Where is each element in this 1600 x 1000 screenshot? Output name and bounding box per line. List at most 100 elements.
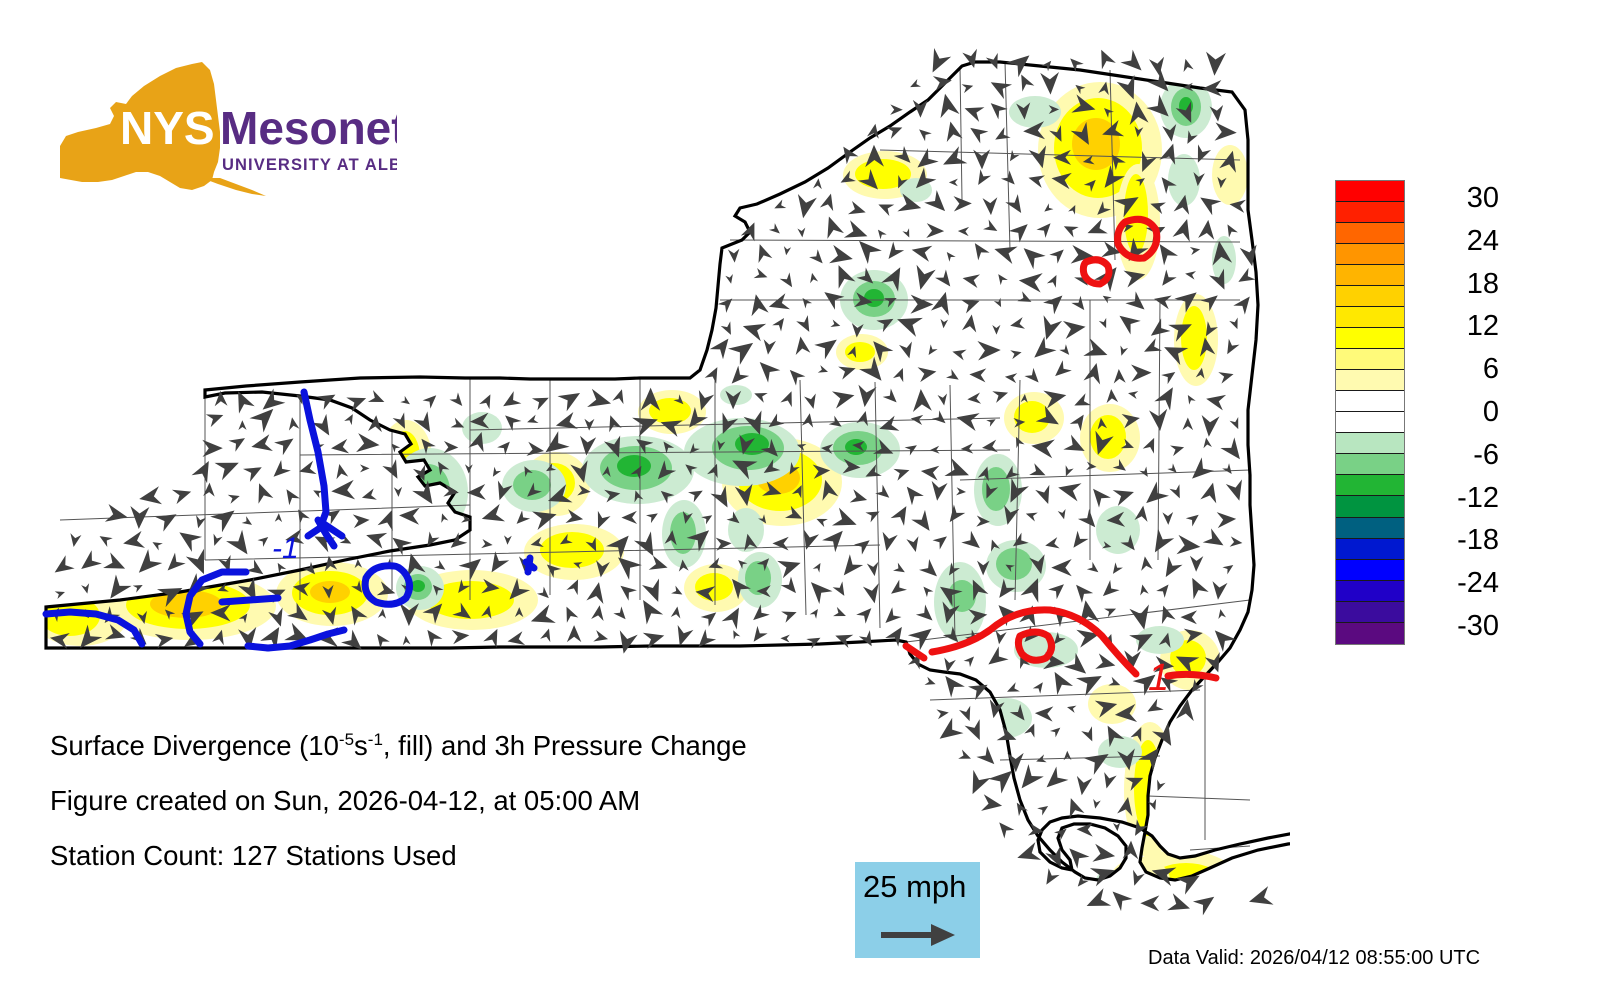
wind-arrow-glyph <box>685 464 698 476</box>
colorbar-tick-0: 0 <box>1482 396 1499 428</box>
wind-arrow-glyph <box>311 413 330 436</box>
wind-arrow-glyph <box>1077 508 1096 528</box>
wind-arrow-glyph <box>1063 652 1087 674</box>
colorbar-tick-12: 12 <box>1466 310 1499 343</box>
wind-arrow-glyph <box>872 439 894 454</box>
caption-title-line: Surface Divergence (10-5s-1, fill) and 3… <box>50 718 930 773</box>
wind-arrow-glyph <box>952 349 967 361</box>
wind-arrow-glyph <box>756 585 771 598</box>
wind-arrow-glyph <box>1055 360 1072 377</box>
wind-arrow-glyph <box>565 509 584 524</box>
wind-arrow-glyph <box>648 555 668 570</box>
wind-arrow-glyph <box>958 749 972 759</box>
wind-arrow-glyph <box>1021 74 1035 92</box>
wind-arrow-glyph <box>1139 466 1148 477</box>
figure-caption: Surface Divergence (10-5s-1, fill) and 3… <box>50 718 930 883</box>
wind-arrow-glyph <box>1005 194 1022 213</box>
wind-arrow-glyph <box>138 549 163 573</box>
wind-arrow-glyph <box>354 559 363 569</box>
wind-arrow-glyph <box>843 146 859 165</box>
wind-arrow-glyph <box>671 585 683 595</box>
wind-arrow-glyph <box>809 249 823 264</box>
wind-arrow-glyph <box>1112 822 1121 832</box>
wind-arrow-glyph <box>977 560 990 576</box>
wind-arrow-glyph <box>1154 528 1175 553</box>
wind-arrow-glyph <box>1112 562 1123 574</box>
wind-arrow-glyph <box>238 420 247 431</box>
wind-arrow-glyph <box>451 629 470 645</box>
wind-arrow-glyph <box>227 494 240 504</box>
wind-arrow-glyph <box>859 240 882 265</box>
colorbar-tick-neg12: -12 <box>1457 481 1499 514</box>
wind-arrow-glyph <box>866 561 879 577</box>
contour-label-positive: 1 <box>1148 657 1169 699</box>
wind-arrow-glyph <box>524 466 533 477</box>
wind-arrow-glyph <box>1063 434 1085 452</box>
wind-arrow-glyph <box>867 123 879 139</box>
wind-arrow-glyph <box>587 388 612 408</box>
wind-arrow-glyph <box>1135 178 1145 187</box>
wind-arrow-glyph <box>632 417 658 437</box>
wind-arrow-glyph <box>945 675 965 698</box>
wind-arrow-glyph <box>339 534 352 544</box>
wind-arrow-glyph <box>1238 267 1256 282</box>
wind-arrow-glyph <box>257 536 269 547</box>
weather-map-panel: 1 -1 <box>42 48 1290 916</box>
wind-arrow-glyph <box>1135 819 1149 836</box>
wind-arrow-glyph <box>758 514 767 524</box>
wind-arrow-glyph <box>940 318 949 329</box>
wind-arrow-glyph <box>780 576 796 594</box>
wind-arrow-glyph <box>1097 417 1108 430</box>
wind-arrow-glyph <box>956 413 980 431</box>
wind-arrow-glyph <box>1016 802 1028 817</box>
wind-arrow-glyph <box>1116 74 1135 100</box>
wind-arrow-glyph <box>1227 338 1240 355</box>
wind-arrow-glyph <box>876 318 894 333</box>
wind-arrow-glyph <box>686 530 710 552</box>
wind-arrow-glyph <box>1113 369 1126 384</box>
wind-arrow-glyph <box>299 460 317 475</box>
wind-arrow-glyph <box>1191 678 1204 693</box>
wind-arrow-glyph <box>862 583 879 604</box>
wind-arrow-glyph <box>688 490 703 503</box>
wind-arrow-glyph <box>828 415 842 427</box>
wind-arrow-glyph <box>596 560 610 578</box>
wind-arrow-glyph <box>758 244 773 263</box>
wind-arrow-glyph <box>1083 179 1096 192</box>
wind-arrow-glyph <box>814 339 837 360</box>
wind-arrow-glyph <box>164 609 176 620</box>
wind-arrow-glyph <box>154 514 177 532</box>
wind-arrow-glyph <box>167 552 186 571</box>
wind-arrow-glyph <box>978 169 992 186</box>
wind-arrow-glyph <box>1009 149 1020 162</box>
wind-arrow-glyph <box>810 582 833 605</box>
wind-arrow-glyph <box>1200 295 1218 312</box>
wind-arrow-glyph <box>689 443 700 454</box>
wind-arrow-glyph <box>754 393 768 403</box>
wind-arrow-glyph <box>977 466 989 482</box>
colorbar-band-21 <box>1336 622 1404 644</box>
wind-arrow-glyph <box>497 441 510 455</box>
wind-arrow-glyph <box>990 82 1013 100</box>
wind-arrow-glyph <box>740 222 755 242</box>
wind-arrow-glyph <box>891 579 907 594</box>
wind-arrow-glyph <box>893 468 910 481</box>
wind-arrow-glyph <box>559 533 573 545</box>
wind-arrow-glyph <box>1023 248 1046 270</box>
wind-arrow-glyph <box>1046 868 1060 885</box>
wind-arrow-glyph <box>1203 437 1212 449</box>
wind-arrow-glyph <box>139 486 163 505</box>
wind-arrow-glyph <box>593 630 609 642</box>
wind-arrow-glyph <box>689 406 708 428</box>
wind-arrow-glyph <box>982 197 998 216</box>
wind-arrow-glyph <box>986 419 996 427</box>
wind-arrow-glyph <box>367 390 385 403</box>
wind-arrow-glyph <box>847 346 857 359</box>
wind-arrow-glyph <box>210 604 231 622</box>
wind-arrow-glyph <box>976 515 990 527</box>
wind-arrow-glyph <box>772 536 789 551</box>
wind-arrow-glyph <box>1098 317 1107 329</box>
wind-arrow-glyph <box>1175 656 1200 675</box>
wind-arrow-glyph <box>1076 822 1094 837</box>
wind-arrow-glyph <box>1092 843 1116 862</box>
